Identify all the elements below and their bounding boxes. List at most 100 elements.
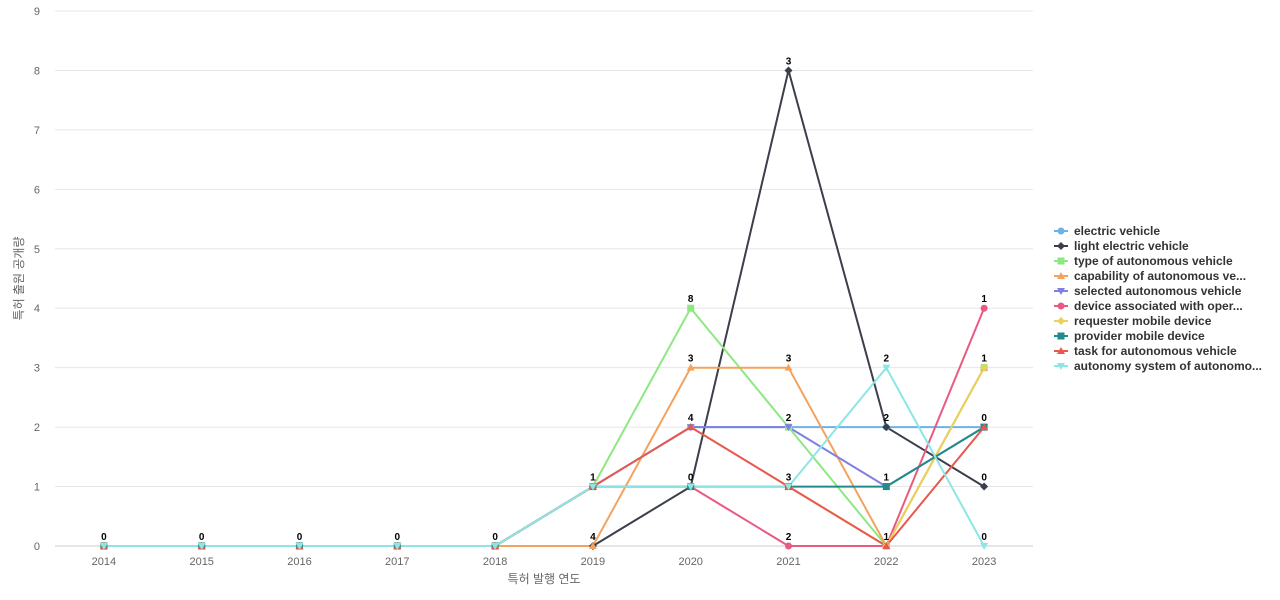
x-axis-ticks: 2014 2015 2016 2017 2018 2019 2020 2021 2022 2023 [92, 556, 997, 568]
x-tick-label: 2016 [287, 556, 311, 568]
series-2-point [784, 66, 793, 75]
series-line-10 [103, 366, 985, 547]
legend-swatch-marker [1057, 302, 1065, 310]
series-5-point [784, 424, 793, 432]
legend-swatch-marker [1057, 317, 1065, 325]
series-6-point [980, 304, 988, 312]
series-8-point [882, 483, 890, 491]
y-tick-label: 1 [34, 482, 40, 494]
data-label: 0 [101, 532, 107, 543]
data-label: 1 [981, 294, 987, 305]
series-10-point [784, 483, 793, 491]
legend-label: electric vehicle [1074, 224, 1160, 238]
y-axis-title: 특허 출원 공개량 [12, 237, 26, 321]
x-tick-label: 2021 [776, 556, 800, 568]
y-tick-label: 4 [34, 303, 40, 315]
series-7-point [980, 363, 989, 372]
x-tick-label: 2018 [483, 556, 507, 568]
legend-swatch-marker [1057, 288, 1065, 295]
series-9-point [980, 423, 989, 431]
legend-item[interactable]: autonomy system of autonomo... [1054, 359, 1262, 373]
series-10-point [686, 483, 695, 491]
data-label: 1 [884, 532, 890, 543]
legend-label: autonomy system of autonomo... [1074, 359, 1262, 373]
series-2-point [980, 482, 989, 491]
legend-swatch-marker [1057, 242, 1065, 250]
legend-swatch-marker [1057, 347, 1065, 354]
legend-swatch-marker [1057, 272, 1065, 279]
legend-swatch-marker [1057, 227, 1065, 235]
legend-swatch-marker [1057, 332, 1065, 340]
legend-label: requester mobile device [1074, 314, 1212, 328]
series-9-point [686, 423, 695, 431]
data-label: 0 [981, 473, 987, 484]
legend-label: provider mobile device [1074, 329, 1205, 343]
legend-item[interactable]: capability of autonomous ve... [1054, 269, 1246, 283]
data-label: 2 [786, 532, 792, 543]
data-label: 3 [786, 354, 792, 365]
series-2-point [882, 423, 891, 432]
y-tick-label: 7 [34, 125, 40, 137]
series-10-point [588, 483, 597, 491]
legend-swatch-marker [1057, 363, 1065, 370]
legend-item[interactable]: selected autonomous vehicle [1054, 284, 1242, 298]
data-label: 0 [981, 532, 987, 543]
y-tick-label: 2 [34, 422, 40, 434]
legend-item[interactable]: electric vehicle [1054, 224, 1160, 238]
legend-label: light electric vehicle [1074, 239, 1189, 253]
data-label: 0 [199, 532, 205, 543]
y-tick-label: 6 [34, 184, 40, 196]
legend-item[interactable]: task for autonomous vehicle [1054, 344, 1237, 358]
data-label: 0 [981, 413, 987, 424]
legend-item[interactable]: requester mobile device [1054, 314, 1212, 328]
series-lines [103, 69, 986, 547]
series-markers [99, 66, 989, 550]
legend-label: capability of autonomous ve... [1074, 269, 1246, 283]
x-tick-label: 2014 [92, 556, 116, 568]
legend-label: task for autonomous vehicle [1074, 344, 1237, 358]
series-4-point [588, 542, 597, 549]
x-tick-label: 2015 [189, 556, 213, 568]
series-3-point [687, 304, 695, 312]
gridlines [55, 10, 1033, 547]
legend-swatch-marker [1057, 257, 1065, 265]
series-10-point [393, 543, 402, 550]
y-tick-label: 8 [34, 65, 40, 77]
y-tick-label: 3 [34, 363, 40, 375]
x-tick-label: 2022 [874, 556, 898, 568]
legend-label: device associated with oper... [1074, 299, 1243, 313]
x-tick-label: 2017 [385, 556, 409, 568]
legend-item[interactable]: light electric vehicle [1054, 239, 1189, 253]
series-4-point [686, 363, 695, 371]
y-tick-label: 5 [34, 244, 40, 256]
data-label: 3 [786, 473, 792, 484]
x-tick-label: 2023 [972, 556, 996, 568]
data-label: 4 [688, 413, 694, 424]
data-label: 1 [981, 354, 987, 365]
series-10-point [491, 543, 500, 550]
series-line-7 [103, 367, 985, 547]
legend-item[interactable]: provider mobile device [1054, 329, 1205, 343]
y-axis-ticks: 0 1 2 3 4 5 6 7 8 9 [34, 6, 40, 553]
data-label: 2 [884, 354, 890, 365]
series-10-point [980, 543, 989, 550]
series-10-point [882, 364, 891, 372]
x-tick-label: 2019 [581, 556, 605, 568]
series-line-4 [103, 366, 985, 547]
data-label: 3 [786, 56, 792, 67]
series-4-point [784, 363, 793, 371]
legend-item[interactable]: device associated with oper... [1054, 299, 1243, 313]
data-label: 0 [297, 532, 303, 543]
data-label: 1 [884, 473, 890, 484]
data-label: 1 [590, 473, 596, 484]
data-label: 2 [786, 413, 792, 424]
series-10-point [197, 543, 206, 550]
legend-item[interactable]: type of autonomous vehicle [1054, 254, 1233, 268]
x-tick-label: 2020 [678, 556, 702, 568]
data-label: 0 [395, 532, 401, 543]
data-label: 0 [688, 473, 694, 484]
legend-label: selected autonomous vehicle [1074, 284, 1242, 298]
y-tick-label: 0 [34, 541, 40, 553]
